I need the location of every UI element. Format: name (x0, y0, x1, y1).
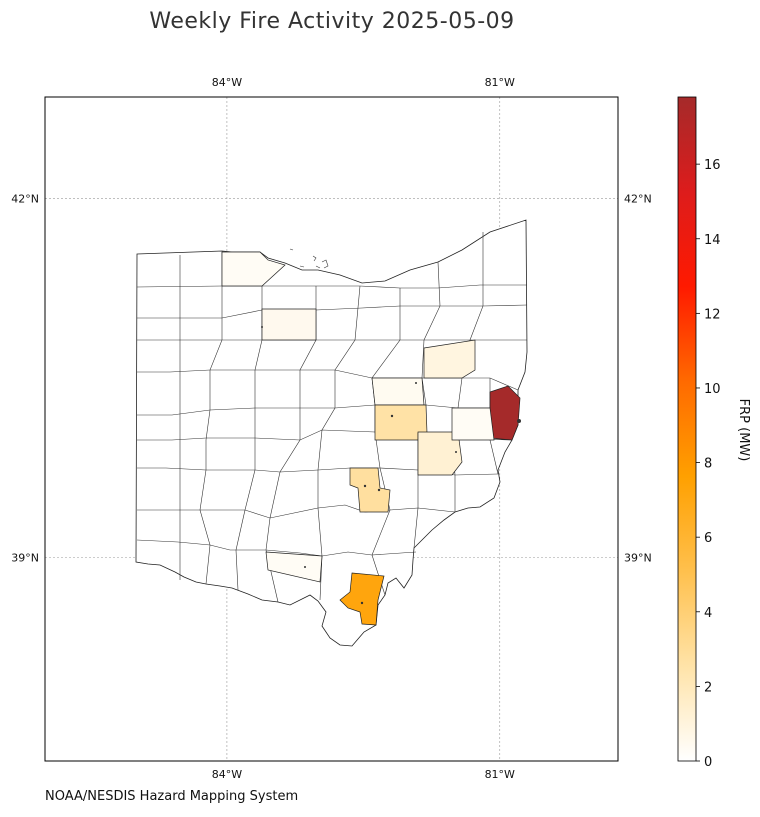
fire-point (517, 419, 521, 423)
lat-tick-label-right: 39°N (624, 552, 652, 565)
map-frame (44, 96, 619, 762)
fire-county (451, 407, 495, 441)
fire-point (363, 484, 367, 488)
lake-erie-islands (289, 248, 329, 269)
chart-title: Weekly Fire Activity 2025-05-09 (149, 9, 514, 34)
lat-tick-label-right: 42°N (624, 193, 652, 206)
fire-point (304, 566, 306, 568)
coordinate-tick-labels: 84°W 84°W 81°W 81°W 42°N 42°N 39°N 39°N (11, 76, 651, 781)
colorbar-tick-label: 6 (704, 531, 712, 546)
lon-tick-label-bottom: 81°W (485, 768, 515, 781)
colorbar: 0 2 4 6 8 10 12 14 16 FRP (MW) (677, 96, 751, 770)
colorbar-ticks: 0 2 4 6 8 10 12 14 16 (696, 158, 721, 770)
lon-tick-label-bottom: 84°W (212, 768, 242, 781)
fire-point (261, 326, 263, 328)
fire-county (261, 308, 317, 341)
colorbar-tick-label: 2 (704, 680, 712, 695)
fire-county (423, 339, 476, 379)
fire-point (415, 382, 417, 384)
lat-tick-label-left: 42°N (11, 193, 39, 206)
fire-detection-points (261, 326, 521, 605)
colorbar-label: FRP (MW) (736, 399, 751, 462)
fire-point (455, 451, 457, 453)
fire-county (349, 467, 391, 513)
fire-county (221, 251, 286, 287)
colorbar-tick-label: 0 (704, 755, 712, 770)
fire-point (390, 414, 394, 418)
fire-point (360, 601, 364, 605)
lat-tick-label-left: 39°N (11, 552, 39, 565)
fire-county (489, 385, 521, 441)
lon-tick-label-top: 81°W (485, 76, 515, 89)
colorbar-tick-label: 8 (704, 457, 712, 472)
ohio-county-map (135, 219, 528, 647)
colorbar-tick-label: 4 (704, 606, 712, 621)
fire-county (265, 551, 323, 583)
colorbar-tick-label: 12 (704, 307, 721, 322)
fire-county (417, 431, 463, 476)
lon-tick-label-top: 84°W (212, 76, 242, 89)
colorbar-tick-label: 10 (704, 382, 721, 397)
fire-county-fills (221, 251, 521, 626)
colorbar-gradient (677, 96, 697, 762)
credit-text: NOAA/NESDIS Hazard Mapping System (45, 789, 298, 804)
fire-county (339, 572, 385, 626)
colorbar-tick-label: 16 (704, 158, 721, 173)
colorbar-tick-label: 14 (704, 233, 721, 248)
fire-point (377, 488, 381, 492)
